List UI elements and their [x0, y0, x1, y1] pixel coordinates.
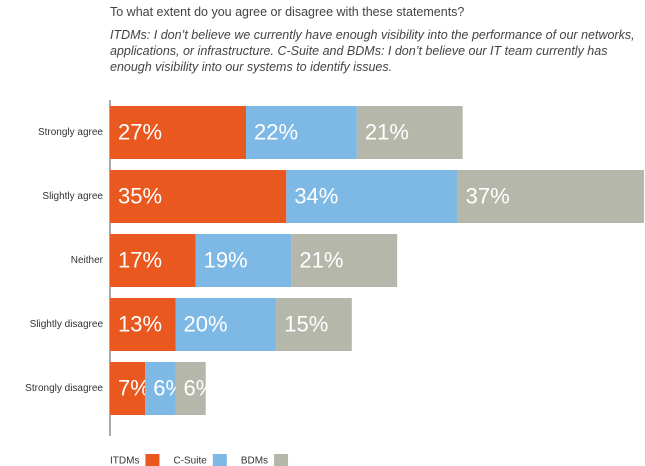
bar-segment [110, 298, 176, 351]
legend-label: BDMs [241, 456, 268, 466]
bar-segment [356, 106, 463, 159]
bar-segment [291, 234, 398, 287]
value-label: 6% [183, 375, 215, 400]
category-label: Strongly disagree [25, 383, 103, 394]
category-label: Neither [71, 255, 104, 266]
bar-segment [145, 362, 176, 415]
value-label: 7% [118, 375, 150, 400]
chart-subtitle: ITDMs: I don’t believe we currently have… [110, 28, 635, 74]
bar-segment [110, 362, 146, 415]
legend-swatch [274, 454, 289, 466]
value-label: 37% [466, 183, 510, 208]
value-label: 15% [284, 311, 328, 336]
value-label: 21% [365, 119, 409, 144]
value-label: 13% [118, 311, 162, 336]
bar-segment [110, 234, 196, 287]
category-label: Slightly disagree [30, 319, 104, 330]
value-label: 21% [299, 247, 343, 272]
category-label: Strongly agree [38, 127, 103, 138]
value-label: 27% [118, 119, 162, 144]
bar-segment [175, 362, 206, 415]
bar-segment [110, 170, 287, 223]
bar-segment [246, 106, 357, 159]
bar-segment [276, 298, 352, 351]
value-label: 20% [183, 311, 227, 336]
bar-segment [195, 234, 292, 287]
bar-segment [110, 106, 247, 159]
bar-segment [175, 298, 277, 351]
chart-title: To what extent do you agree or disagree … [110, 5, 465, 19]
value-label: 17% [118, 247, 162, 272]
legend-label: ITDMs [110, 456, 139, 466]
legend-swatch [212, 454, 227, 466]
bar-segment [286, 170, 458, 223]
value-label: 34% [294, 183, 338, 208]
legend-label: C-Suite [173, 456, 207, 466]
value-label: 35% [118, 183, 162, 208]
legend-swatch [145, 454, 160, 466]
category-label: Slightly agree [42, 191, 103, 202]
bar-segment [457, 170, 644, 223]
value-label: 22% [254, 119, 298, 144]
value-label: 19% [204, 247, 248, 272]
